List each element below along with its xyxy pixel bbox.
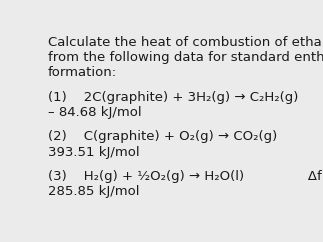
Text: from the following data for standard enthalpies of: from the following data for standard ent…	[48, 51, 323, 64]
Text: (2)    C(graphite) + O₂(g) → CO₂(g)            ΔfH° = –: (2) C(graphite) + O₂(g) → CO₂(g) ΔfH° = …	[48, 130, 323, 143]
Text: (1)    2C(graphite) + 3H₂(g) → C₂H₂(g)        ΔfH° =: (1) 2C(graphite) + 3H₂(g) → C₂H₂(g) ΔfH°…	[48, 91, 323, 104]
Text: formation:: formation:	[48, 66, 117, 79]
Text: – 84.68 kJ/mol: – 84.68 kJ/mol	[48, 106, 141, 119]
Text: Calculate the heat of combustion of ethane (C₂H₆): Calculate the heat of combustion of etha…	[48, 36, 323, 49]
Text: 285.85 kJ/mol: 285.85 kJ/mol	[48, 185, 140, 198]
Text: 393.51 kJ/mol: 393.51 kJ/mol	[48, 146, 140, 159]
Text: (3)    H₂(g) + ½O₂(g) → H₂O(l)               ΔfH° = –: (3) H₂(g) + ½O₂(g) → H₂O(l) ΔfH° = –	[48, 170, 323, 183]
